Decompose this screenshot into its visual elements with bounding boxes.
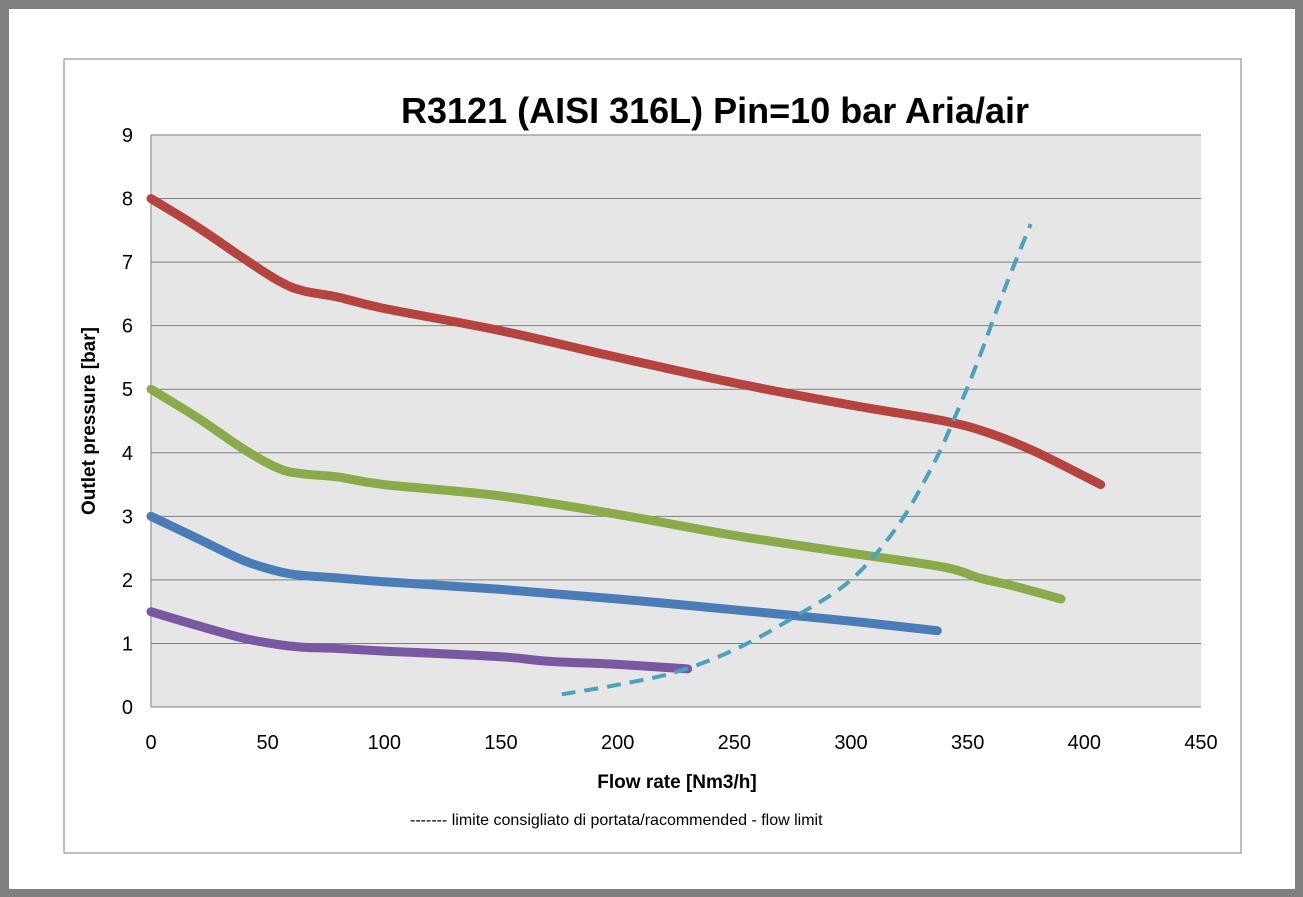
x-tick-label: 0 [145,732,156,754]
y-tick-labels: 0 1 2 3 4 5 6 7 8 9 [122,125,133,719]
x-tick-labels: 0 50 100 150 200 250 300 350 400 450 [145,732,1217,754]
x-tick-label: 100 [368,732,401,754]
series-line-1 [146,194,1106,490]
x-tick-label: 350 [951,732,984,754]
chart-border [63,58,1242,854]
x-tick-label: 400 [1068,732,1101,754]
y-axis-label: Outlet pressure [bar] [79,327,100,515]
y-tick-label: 9 [122,125,133,147]
y-tick-label: 3 [122,506,133,528]
y-tick-label: 1 [122,633,133,655]
y-tick-label: 8 [122,189,133,211]
y-tick-label: 0 [122,697,133,719]
y-tick-label: 7 [122,252,133,274]
x-tick-label: 250 [718,732,751,754]
series-line-3 [146,511,942,636]
y-tick-label: 4 [122,443,133,465]
x-axis-label: Flow rate [Nm3/h] [597,772,756,793]
legend-text: ------- limite consigliato di portata/ra… [410,812,823,829]
x-tick-label: 450 [1184,732,1217,754]
x-tick-label: 150 [484,732,517,754]
y-tick-label: 2 [122,570,133,592]
series-layer [146,194,1106,697]
x-tick-label: 50 [257,732,279,754]
series-line-2 [146,384,1066,604]
y-tick-label: 6 [122,316,133,338]
y-tick-label: 5 [122,379,133,401]
x-tick-label: 200 [601,732,634,754]
series-line-4 [146,607,693,674]
series-line-5 [561,223,1033,697]
chart-title: R3121 (AISI 316L) Pin=10 bar Aria/air [401,90,1029,131]
x-tick-label: 300 [834,732,867,754]
plot-area [151,135,1201,707]
gridlines [150,134,1201,708]
